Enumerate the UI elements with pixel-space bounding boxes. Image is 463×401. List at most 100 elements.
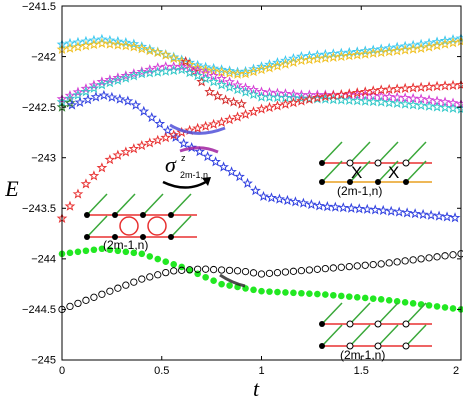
- data-point: [144, 137, 156, 148]
- data-point: [272, 87, 283, 98]
- data-point: [152, 134, 164, 145]
- data-point: [415, 42, 427, 54]
- data-point: [241, 267, 250, 276]
- data-point: [415, 81, 427, 92]
- data-point: [319, 48, 331, 60]
- data-point: [266, 192, 277, 203]
- data-point: [272, 100, 283, 111]
- data-point: [248, 106, 259, 117]
- data-point: [122, 248, 130, 256]
- data-point: [200, 120, 211, 131]
- data-point: [449, 251, 457, 259]
- data-point: [385, 205, 397, 216]
- data-point: [264, 91, 275, 102]
- data-point: [88, 170, 100, 181]
- x-tick-label: 1: [258, 365, 264, 377]
- data-point: [312, 53, 323, 64]
- data-point: [383, 97, 395, 108]
- data-point: [240, 86, 251, 97]
- data-point: [304, 50, 315, 61]
- data-point: [327, 48, 339, 59]
- data-point: [297, 267, 306, 275]
- data-point: [224, 114, 235, 125]
- y-axis-tick-labels: −241.5 −242 −242.5 −243 −243.5 −244 −244…: [22, 1, 56, 367]
- data-point: [72, 41, 84, 52]
- data-point: [154, 118, 166, 129]
- data-point: [312, 49, 323, 60]
- data-point: [439, 102, 451, 113]
- data-point: [369, 295, 377, 302]
- lattice-label: (2m-1,n): [340, 348, 385, 362]
- data-point: [345, 202, 357, 213]
- data-point: [226, 166, 237, 177]
- data-point: [200, 64, 211, 75]
- data-point: [208, 62, 219, 74]
- data-point: [335, 89, 347, 100]
- data-point: [313, 200, 325, 211]
- data-point: [351, 46, 363, 57]
- data-point: [329, 201, 341, 212]
- data-point: [353, 262, 361, 270]
- data-point: [240, 68, 251, 79]
- data-point: [305, 266, 314, 274]
- lattice-diagram-bottom: (2m-1,n): [319, 302, 432, 362]
- data-point: [146, 273, 154, 281]
- data-point: [439, 80, 451, 91]
- data-point: [258, 190, 269, 202]
- data-point: [122, 281, 130, 289]
- data-point: [296, 50, 307, 62]
- data-point: [409, 300, 417, 307]
- data-point: [114, 247, 122, 255]
- data-point: [112, 39, 124, 50]
- data-point: [104, 77, 116, 88]
- data-point: [264, 101, 275, 113]
- data-point: [112, 149, 124, 160]
- y-tick-label: −245: [31, 355, 56, 367]
- data-point: [144, 67, 156, 78]
- data-point: [375, 96, 387, 107]
- data-point: [319, 89, 331, 100]
- data-point: [391, 83, 403, 94]
- data-point: [385, 297, 393, 304]
- data-point: [351, 87, 363, 98]
- data-point: [265, 269, 274, 278]
- data-point: [361, 261, 369, 269]
- axis-ticks: [61, 5, 462, 361]
- data-point: [431, 36, 443, 47]
- data-point: [282, 194, 293, 206]
- data-point: [250, 185, 261, 196]
- data-point: [407, 39, 419, 50]
- data-point: [383, 46, 395, 57]
- data-point: [351, 49, 363, 60]
- data-point: [160, 132, 172, 143]
- data-point: [256, 64, 267, 75]
- data-point: [393, 258, 401, 266]
- data-point: [232, 68, 243, 79]
- data-point: [136, 66, 148, 77]
- data-point: [423, 37, 435, 48]
- data-point: [154, 255, 162, 263]
- data-point: [367, 47, 379, 58]
- data-point: [361, 294, 369, 302]
- x-axis-label: t: [253, 376, 260, 401]
- sigma-operator-label: σ z 2m-1,n: [162, 152, 211, 189]
- data-point: [439, 38, 451, 49]
- data-point: [248, 88, 259, 100]
- data-point: [224, 65, 235, 76]
- data-point: [176, 64, 188, 75]
- data-point: [457, 250, 463, 258]
- data-point: [409, 208, 421, 219]
- data-point: [330, 291, 337, 299]
- data-point: [106, 246, 114, 254]
- data-point: [399, 40, 411, 51]
- x-tick-label: 0.5: [154, 365, 169, 377]
- data-point: [240, 82, 251, 93]
- data-point: [249, 269, 258, 277]
- data-point: [96, 33, 108, 44]
- data-point: [98, 290, 106, 298]
- data-point: [204, 86, 215, 97]
- data-point: [104, 34, 116, 46]
- series-6-star: [66, 89, 461, 223]
- data-point: [391, 97, 403, 109]
- data-point: [144, 45, 156, 56]
